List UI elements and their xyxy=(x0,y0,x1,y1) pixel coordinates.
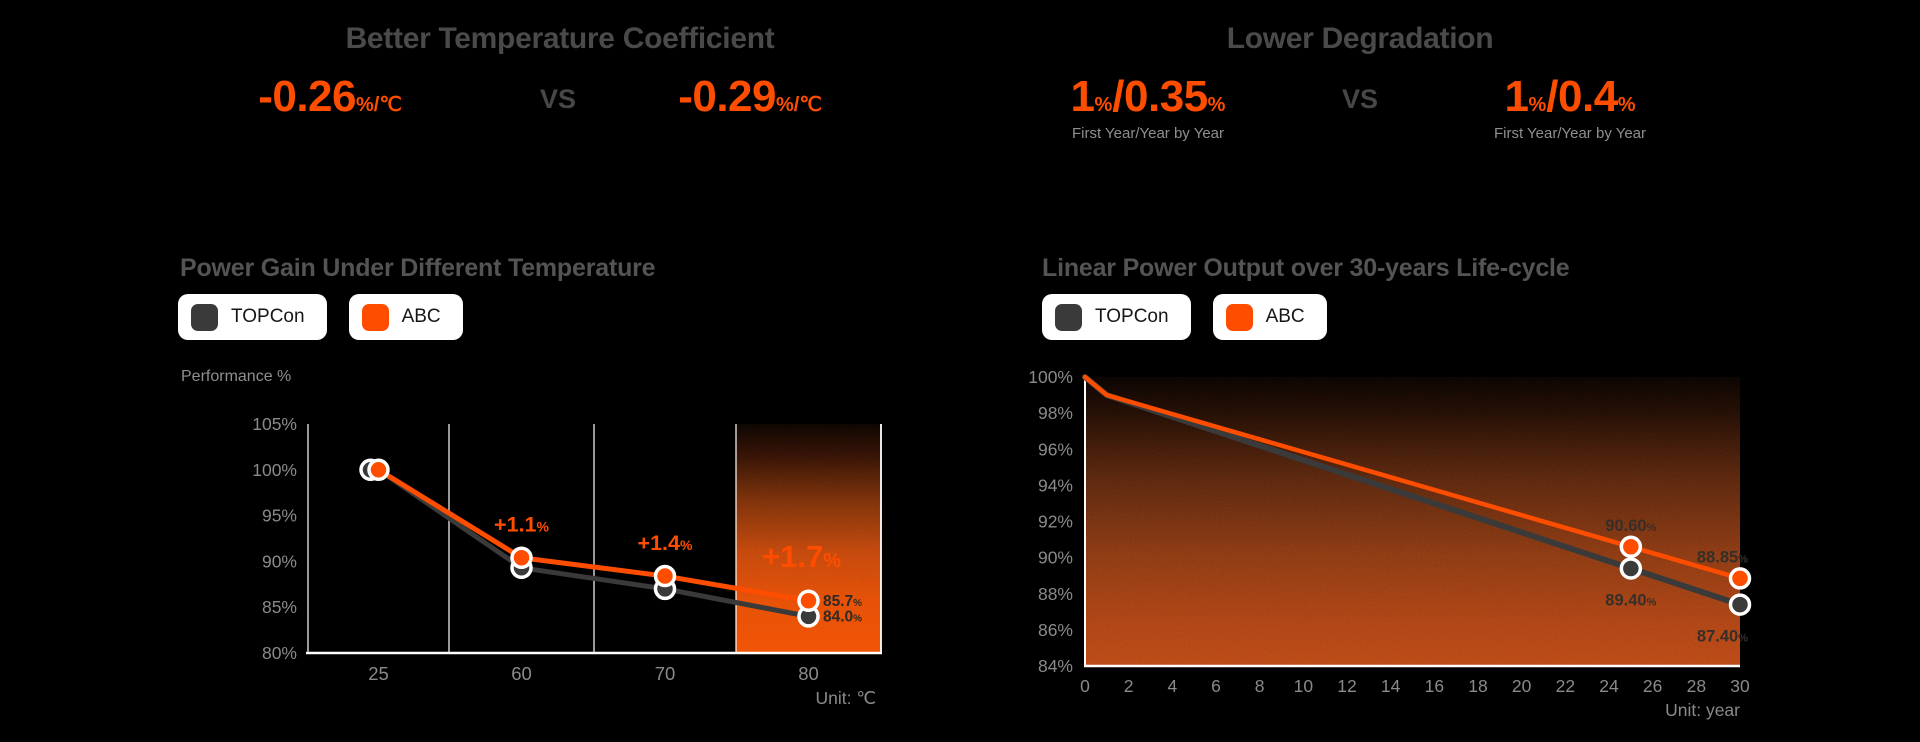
y-tick-label: 88% xyxy=(1038,584,1073,604)
point-value-label: 87.40% xyxy=(1697,628,1748,646)
y-tick-label: 100% xyxy=(252,460,297,480)
x-tick-label: 60 xyxy=(511,663,532,684)
y-tick-label: 90% xyxy=(1038,548,1073,568)
left-panel-title: Better Temperature Coefficient xyxy=(345,22,775,56)
value-part: % xyxy=(1617,94,1636,116)
legend-swatch xyxy=(1055,303,1082,331)
x-tick-label: 70 xyxy=(655,663,676,684)
value-part: /0.35 xyxy=(1112,72,1208,121)
abc-point xyxy=(367,458,390,482)
right-legend: TOPCon ABC xyxy=(1042,294,1327,340)
abc-point xyxy=(653,564,677,588)
left-chart: 105% 100% 95% 90% 85% 80% 25 60 70 80 Unit: ℃ +1.1%… xyxy=(252,414,882,708)
x-tick-label: 8 xyxy=(1255,676,1265,696)
x-tick-label: 10 xyxy=(1294,676,1314,696)
topcon-line xyxy=(376,467,811,619)
legend-label: ABC xyxy=(1265,306,1305,327)
gain-annotation: +1.1% xyxy=(494,513,549,537)
y-tick-label: 90% xyxy=(262,551,297,571)
x-tick-label: 20 xyxy=(1512,676,1532,696)
point-value-label: 88.85% xyxy=(1697,548,1748,566)
x-unit-label: Unit: year xyxy=(1665,700,1740,720)
value-caption: First Year/Year by Year xyxy=(1493,125,1647,142)
value-part: %/℃ xyxy=(775,94,822,116)
x-unit-label: Unit: ℃ xyxy=(816,688,877,708)
x-tick-label: 4 xyxy=(1167,676,1177,696)
right-value-a: 1%/0.35% First Year/Year by Year xyxy=(1071,72,1226,142)
y-tick-label: 80% xyxy=(262,643,297,663)
y-tick-label: 100% xyxy=(1028,367,1073,387)
left-value-a: -0.26%/℃ xyxy=(258,72,402,122)
right-chart-title: Linear Power Output over 30-years Life-c… xyxy=(1042,253,1570,282)
x-tick-label: 14 xyxy=(1381,676,1401,696)
end-value-label: 84.0% xyxy=(823,608,862,625)
end-value-label: 85.7% xyxy=(823,593,862,610)
y-tick-label: 94% xyxy=(1038,475,1073,495)
left-vs-label: VS xyxy=(539,84,577,114)
x-tick-label: 6 xyxy=(1211,676,1221,696)
legend-swatch xyxy=(361,303,389,331)
right-chart: 100%98%96%94%92%90%88%86%84%0 2 4 6 8 10 12 14 1… xyxy=(1028,367,1752,720)
abc-point xyxy=(1619,535,1643,559)
y-tick-label: 84% xyxy=(1038,656,1073,676)
x-tick-label: 22 xyxy=(1556,676,1575,696)
legend-item-abc: ABC xyxy=(1212,294,1327,340)
x-tick-label: 80 xyxy=(798,663,819,684)
y-tick-label: 85% xyxy=(262,597,297,617)
y-tick-label: 95% xyxy=(262,506,297,526)
right-vs-label: VS xyxy=(1341,84,1379,114)
value-part: 1 xyxy=(1070,72,1095,121)
x-tick-label: 18 xyxy=(1468,676,1487,696)
x-tick-label: 12 xyxy=(1337,676,1356,696)
value-part: % xyxy=(1094,94,1113,116)
x-tick-label: 26 xyxy=(1643,676,1662,696)
legend-swatch xyxy=(191,303,218,331)
topcon-point xyxy=(1619,557,1643,580)
right-value-b: 1%/0.4% First Year/Year by Year xyxy=(1494,72,1646,142)
point-value-label: 90.60% xyxy=(1605,517,1656,535)
y-tick-label: 96% xyxy=(1038,439,1073,459)
y-tick-label: 105% xyxy=(252,414,297,434)
legend-item-abc: ABC xyxy=(348,294,463,340)
legend-swatch xyxy=(1225,303,1253,331)
abc-line xyxy=(1082,374,1743,581)
legend-item-topcon: TOPCon xyxy=(1042,294,1191,340)
value-part: /0.4 xyxy=(1546,72,1618,121)
x-tick-label: 28 xyxy=(1687,676,1706,696)
value-part: % xyxy=(1207,94,1226,116)
value-part: %/℃ xyxy=(355,94,402,116)
x-tick-label: 16 xyxy=(1425,676,1444,696)
gain-annotation: +1.4% xyxy=(638,531,693,555)
x-tick-label: 2 xyxy=(1124,676,1134,696)
value-part: % xyxy=(1528,94,1547,116)
left-chart-title: Power Gain Under Different Temperature xyxy=(180,253,656,282)
y-tick-label: 98% xyxy=(1038,403,1073,423)
left-legend: TOPCon ABC xyxy=(178,294,463,340)
legend-label: ABC xyxy=(401,306,441,327)
left-y-axis-title: Performance % xyxy=(181,368,292,385)
legend-label: TOPCon xyxy=(231,306,305,327)
abc-point xyxy=(510,546,533,569)
x-tick-label: 24 xyxy=(1599,676,1619,696)
y-tick-label: 86% xyxy=(1038,620,1073,640)
x-tick-label: 30 xyxy=(1730,676,1750,696)
abc-point xyxy=(797,589,820,613)
topcon-point xyxy=(1728,593,1752,616)
x-tick-label: 0 xyxy=(1080,676,1090,696)
abc-line xyxy=(376,467,811,604)
x-tick-label: 25 xyxy=(368,663,389,684)
value-part: 1 xyxy=(1504,72,1529,121)
left-value-b: -0.29%/℃ xyxy=(678,72,822,122)
legend-label: TOPCon xyxy=(1095,306,1169,327)
value-caption: First Year/Year by Year xyxy=(1071,125,1225,142)
value-part: -0.29 xyxy=(678,72,776,121)
abc-point xyxy=(1728,567,1752,590)
value-part: -0.26 xyxy=(258,72,356,121)
right-panel-title: Lower Degradation xyxy=(1226,22,1494,56)
legend-item-topcon: TOPCon xyxy=(178,294,327,340)
y-tick-label: 92% xyxy=(1038,512,1073,532)
point-value-label: 89.40% xyxy=(1605,591,1656,609)
